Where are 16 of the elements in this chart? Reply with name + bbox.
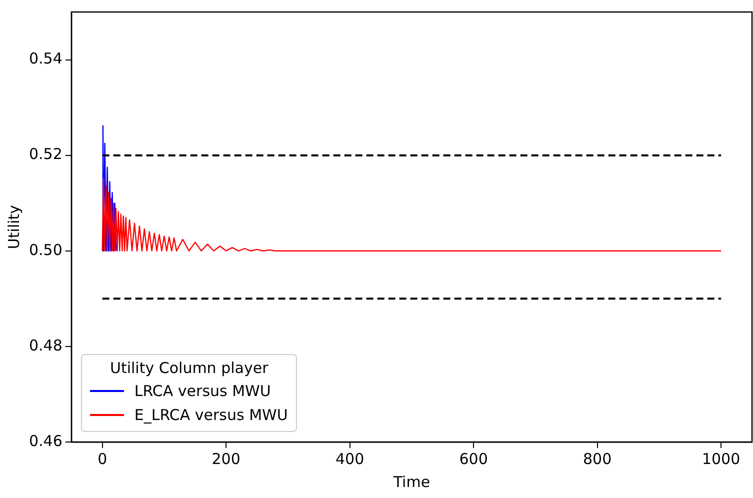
x-axis-title: Time (392, 472, 430, 491)
y-tick-label: 0.54 (28, 50, 62, 68)
y-tick-label: 0.46 (28, 432, 62, 450)
legend-label: LRCA versus MWU (134, 382, 271, 400)
y-tick-label: 0.48 (28, 336, 62, 354)
x-tick-label: 800 (582, 450, 612, 468)
x-tick-label: 0 (98, 450, 108, 468)
legend-label: E_LRCA versus MWU (134, 406, 288, 424)
x-tick-label: 600 (459, 450, 488, 468)
y-axis-title: Utility (4, 204, 23, 250)
x-tick-label: 400 (336, 450, 364, 468)
x-tick-label: 200 (212, 450, 240, 468)
x-tick-label: 1000 (702, 450, 740, 468)
y-tick-label: 0.50 (28, 240, 62, 259)
y-tick-label: 0.52 (28, 145, 62, 164)
legend-title: Utility Column player (108, 359, 270, 377)
